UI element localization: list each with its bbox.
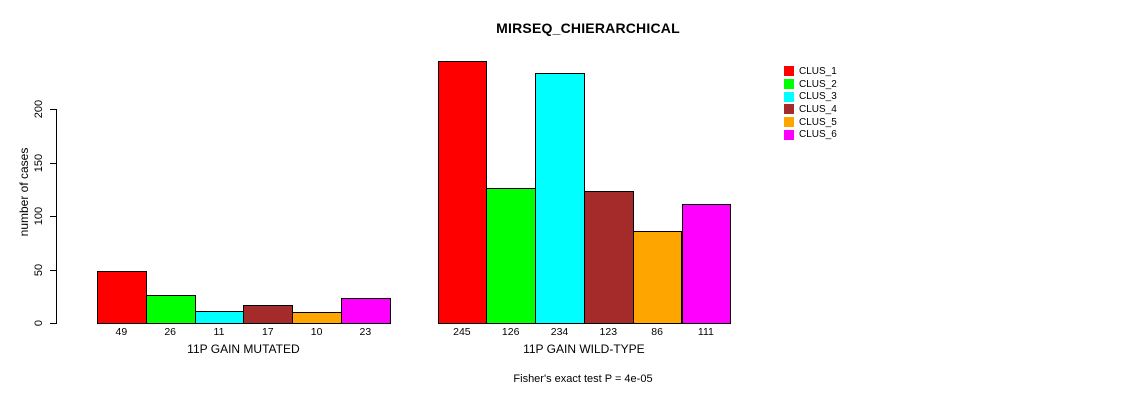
bar-value-label: 234: [550, 326, 569, 338]
legend-row: CLUS_3: [784, 90, 837, 103]
y-axis-label: number of cases: [17, 147, 31, 237]
legend-label: CLUS_3: [799, 91, 837, 103]
legend-label: CLUS_2: [799, 78, 837, 90]
y-tick-mark: [50, 269, 56, 271]
bar-value-label: 23: [359, 326, 372, 338]
bar-value-label: 10: [310, 326, 323, 338]
legend-label: CLUS_5: [799, 116, 837, 128]
y-axis-line: [56, 109, 57, 324]
y-tick-mark: [50, 162, 56, 164]
y-tick-label: 150: [33, 153, 45, 172]
legend-swatch-clus_6: [784, 129, 794, 140]
legend-swatch-clus_4: [784, 104, 794, 115]
bar-clus_1-1: [97, 270, 147, 324]
legend-label: CLUS_4: [799, 103, 837, 115]
bar-value-label: 17: [261, 326, 274, 338]
bar-value-label: 49: [115, 326, 128, 338]
legend-swatch-clus_2: [784, 79, 794, 90]
legend-swatch-clus_1: [784, 66, 794, 77]
legend-row: CLUS_2: [784, 78, 837, 91]
legend-swatch-clus_5: [784, 117, 794, 128]
y-tick-label: 200: [33, 99, 45, 119]
y-tick-label: 0: [33, 319, 45, 327]
legend-row: CLUS_5: [784, 116, 837, 129]
x-axis-group-label: 11P GAIN MUTATED: [187, 342, 300, 356]
bar-clus_3-1: [194, 311, 245, 324]
bar-value-label: 245: [453, 326, 471, 338]
bar-clus_3-2: [535, 72, 585, 324]
y-tick-mark: [50, 323, 56, 324]
bar-value-label: 11: [213, 326, 225, 338]
y-tick-label: 100: [33, 206, 45, 226]
bar-clus_2-2: [486, 188, 537, 324]
bar-value-label: 123: [599, 326, 618, 338]
legend-swatch-clus_3: [784, 91, 794, 102]
bar-clus_6-2: [681, 204, 732, 324]
bar-value-label: 26: [164, 326, 177, 338]
bar-value-label: 86: [651, 326, 663, 338]
bar-clus_4-1: [243, 304, 294, 324]
bar-clus_4-2: [583, 191, 634, 324]
legend-row: CLUS_1: [784, 65, 837, 78]
y-tick-label: 50: [33, 263, 45, 276]
bar-clus_2-1: [145, 295, 196, 324]
legend-label: CLUS_1: [799, 65, 837, 77]
legend-row: CLUS_6: [784, 128, 837, 141]
legend: CLUS_1 CLUS_2 CLUS_3 CLUS_4 CLUS_5 CLUS_6: [784, 65, 837, 141]
bar-clus_6-1: [341, 298, 391, 324]
bar-clus_5-2: [632, 230, 683, 324]
bar-clus_1-2: [437, 60, 488, 324]
y-tick-mark: [50, 216, 56, 217]
bar-value-label: 111: [697, 326, 714, 338]
bar-value-label: 126: [501, 326, 520, 338]
fisher-test-annotation: Fisher's exact test P = 4e-05: [513, 373, 653, 385]
legend-row: CLUS_4: [784, 103, 837, 116]
bar-clus_5-1: [292, 312, 342, 324]
legend-label: CLUS_6: [799, 129, 837, 141]
chart-title: MIRSEQ_CHIERARCHICAL: [496, 20, 680, 36]
y-tick-mark: [50, 109, 56, 110]
x-axis-group-label: 11P GAIN WILD-TYPE: [523, 342, 645, 356]
